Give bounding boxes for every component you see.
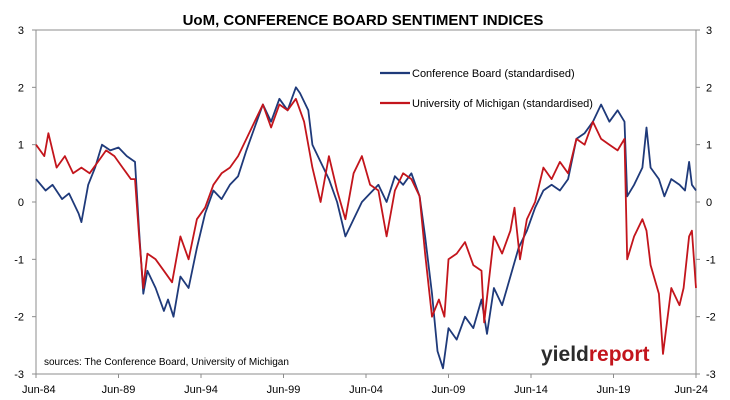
y-tick-label-right: -2 xyxy=(706,312,716,324)
x-axis: Jun-84 Jun-89 Jun-94 Jun-99 Jun-04 Jun-09 Jun-… xyxy=(22,374,708,396)
legend: Conference Board (standardised) Universi… xyxy=(380,68,593,110)
y-tick-label-right: 1 xyxy=(706,140,712,152)
x-tick-label: Jun-14 xyxy=(514,384,548,396)
x-tick-label: Jun-24 xyxy=(674,384,708,396)
y-axis-right: 3 2 1 0 -1 -2 -3 xyxy=(696,25,716,381)
yieldreport-logo: yieldreport xyxy=(541,343,650,366)
y-tick-label-left: 0 xyxy=(18,197,24,209)
chart-title: UoM, CONFERENCE BOARD SENTIMENT INDICES xyxy=(183,12,544,29)
legend-label-university-of-michigan: University of Michigan (standardised) xyxy=(412,98,593,110)
x-tick-label: Jun-94 xyxy=(184,384,218,396)
source-note: sources: The Conference Board, Universit… xyxy=(44,357,289,368)
x-tick-label: Jun-99 xyxy=(267,384,301,396)
series-line-university-of-michigan xyxy=(35,97,697,355)
y-tick-label-right: 0 xyxy=(706,197,712,209)
y-tick-label-right: -1 xyxy=(706,254,716,266)
y-tick-label-right: 3 xyxy=(706,25,712,37)
logo-text-report: report xyxy=(589,343,650,366)
series-line-conference-board xyxy=(35,86,697,370)
series-lines xyxy=(35,86,697,370)
x-tick-label: Jun-09 xyxy=(432,384,466,396)
y-tick-label-left: 3 xyxy=(18,25,24,37)
axes xyxy=(35,29,697,375)
x-tick-label: Jun-84 xyxy=(22,384,56,396)
y-tick-label-left: -3 xyxy=(14,369,24,381)
y-tick-label-left: 1 xyxy=(18,140,24,152)
logo-text-yield: yield xyxy=(541,343,589,366)
y-axis-left: 3 2 1 0 -1 -2 -3 xyxy=(14,25,36,381)
y-tick-label-right: 2 xyxy=(706,82,712,94)
y-tick-label-left: -1 xyxy=(14,254,24,266)
x-tick-label: Jun-04 xyxy=(349,384,383,396)
legend-label-conference-board: Conference Board (standardised) xyxy=(412,68,575,80)
plot-area-border xyxy=(35,29,697,375)
y-tick-label-right: -3 xyxy=(706,369,716,381)
y-tick-label-left: -2 xyxy=(14,312,24,324)
y-tick-label-left: 2 xyxy=(18,82,24,94)
x-tick-label: Jun-19 xyxy=(597,384,631,396)
svg-text:yieldreport: yieldreport xyxy=(541,343,650,366)
x-tick-label: Jun-89 xyxy=(102,384,136,396)
